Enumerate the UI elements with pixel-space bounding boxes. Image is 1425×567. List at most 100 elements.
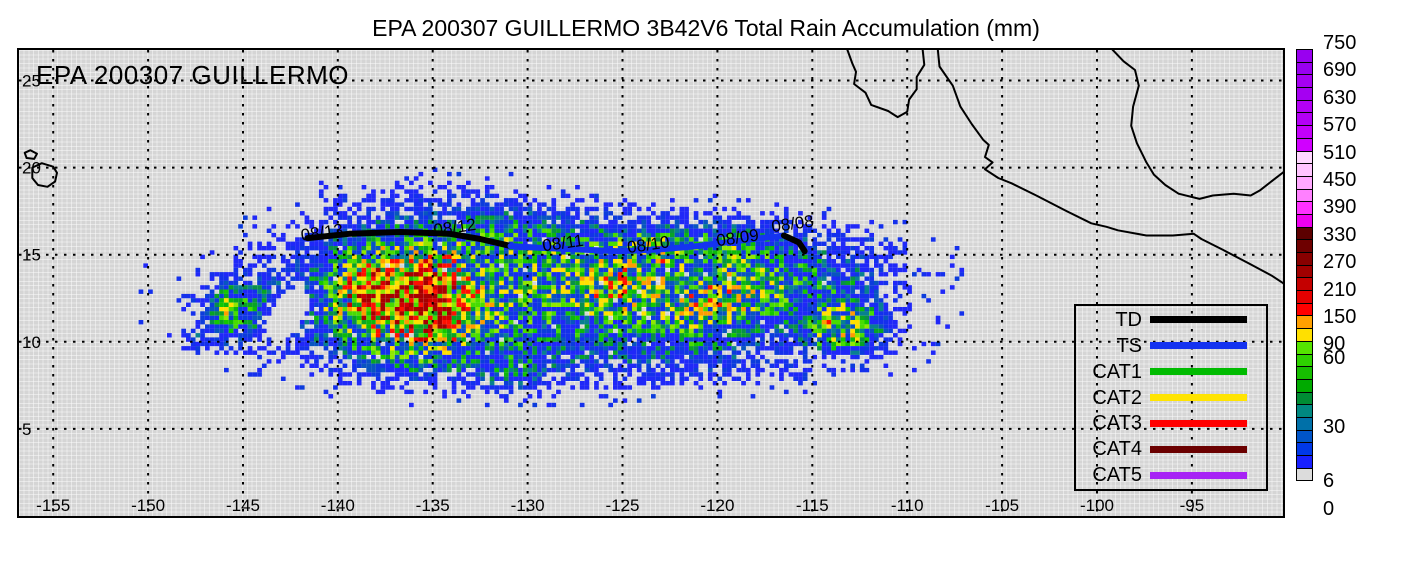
coastline-maui <box>23 149 38 160</box>
legend-label: CAT3 <box>1092 412 1142 435</box>
track-legend: TD TS CAT1 CAT2 CAT3 CAT4 CAT5 <box>1074 304 1268 491</box>
storm-track-td <box>304 229 514 249</box>
storm-track-ts <box>507 232 787 255</box>
grid-lines <box>19 50 1283 516</box>
x-tick-label: -100 <box>1080 496 1114 515</box>
colorbar-cell <box>1296 264 1313 279</box>
y-tick-label: 15 <box>22 246 41 265</box>
legend-line-swatch <box>1150 316 1247 324</box>
x-tick-label: -120 <box>700 496 734 515</box>
legend-label: CAT4 <box>1092 438 1142 461</box>
colorbar-cell <box>1296 74 1313 89</box>
colorbar-tick-label: 690 <box>1323 59 1357 82</box>
colorbar-tick-label: 30 <box>1323 415 1346 438</box>
coastlines <box>23 50 1283 285</box>
plot-area: 08/13 08/12 08/11 08/10 08/09 08/08 -155 -150 -1… <box>17 48 1285 518</box>
colorbar-cell <box>1296 378 1313 393</box>
y-tick-label: 25 <box>22 72 41 91</box>
colorbar-cell <box>1296 61 1313 76</box>
colorbar-cell <box>1296 201 1313 215</box>
y-tick-label: 5 <box>22 420 31 439</box>
colorbar-tick-label: 210 <box>1323 278 1357 301</box>
colorbar-tick-label: 270 <box>1323 251 1357 274</box>
colorbar-cell <box>1296 226 1313 241</box>
coastline-hawaii-big-island <box>31 162 58 188</box>
coastline-gulf-of-mexico-coast <box>1111 50 1283 200</box>
legend-line-swatch <box>1150 342 1247 350</box>
legend-line-swatch <box>1150 445 1247 453</box>
colorbar-cell <box>1296 290 1313 304</box>
legend-label: TD <box>1115 308 1142 331</box>
x-tick-label: -110 <box>891 496 924 515</box>
colorbar-cell <box>1296 213 1313 228</box>
colorbar-cell <box>1296 150 1313 165</box>
colorbar-cell <box>1296 137 1313 152</box>
x-tick-label: -145 <box>226 496 260 515</box>
colorbar-cell <box>1296 391 1313 406</box>
colorbar <box>1296 49 1313 482</box>
colorbar-tick-label: 510 <box>1323 141 1357 164</box>
colorbar-cell <box>1296 302 1313 317</box>
storm-track <box>304 229 808 255</box>
x-tick-label: -95 <box>1180 496 1205 515</box>
x-tick-label: -125 <box>605 496 639 515</box>
colorbar-cell <box>1296 328 1313 342</box>
x-tick-label: -155 <box>36 496 70 515</box>
colorbar-cell <box>1296 404 1313 418</box>
x-tick-label: -105 <box>985 496 1019 515</box>
colorbar-cell <box>1296 252 1313 266</box>
colorbar-cell <box>1296 467 1313 482</box>
colorbar-cell <box>1296 188 1313 203</box>
rain-field <box>138 167 965 408</box>
x-tick-label: -150 <box>131 496 165 515</box>
colorbar-cell <box>1296 429 1313 444</box>
legend-entry-cat1: CAT1 <box>1076 360 1266 384</box>
legend-label: CAT2 <box>1092 386 1142 409</box>
chart-title: EPA 200307 GUILLERMO 3B42V6 Total Rain A… <box>372 15 1040 41</box>
y-tick-label: 10 <box>22 333 41 352</box>
colorbar-cell <box>1296 175 1313 190</box>
storm-name-label: EPA 200307 GUILLERMO <box>36 60 350 90</box>
colorbar-tick-label: 6 <box>1323 470 1335 493</box>
legend-entry-cat4: CAT4 <box>1076 437 1266 461</box>
legend-entry-ts: TS <box>1076 334 1266 358</box>
colorbar-cell <box>1296 315 1313 330</box>
colorbar-tick-label: 450 <box>1323 169 1357 191</box>
legend-label: CAT5 <box>1092 464 1142 487</box>
coastline-baja-california <box>846 50 926 119</box>
storm-track-td <box>780 232 808 255</box>
colorbar-cell <box>1296 112 1313 127</box>
legend-entry-cat5: CAT5 <box>1076 463 1266 487</box>
colorbar-tick-label: 330 <box>1323 223 1357 246</box>
legend-line-swatch <box>1150 394 1247 401</box>
colorbar-cell <box>1296 442 1313 456</box>
legend-line-swatch <box>1150 368 1247 376</box>
axis-tick-labels: -155 -150 -145 -140 -135 -130 -125 -120 -115 -110… <box>22 72 1204 516</box>
colorbar-tick-label: 570 <box>1323 114 1357 137</box>
colorbar-tick-label: 150 <box>1323 306 1357 328</box>
legend-entry-cat2: CAT2 <box>1076 386 1266 410</box>
colorbar-cell <box>1296 340 1313 355</box>
colorbar-cell <box>1296 416 1313 431</box>
legend-line-swatch <box>1150 419 1247 427</box>
legend-line-swatch <box>1150 471 1247 479</box>
colorbar-cell <box>1296 125 1313 139</box>
legend-label: CAT1 <box>1092 360 1142 383</box>
colorbar-cell <box>1296 99 1313 114</box>
colorbar-tick-label: 390 <box>1323 196 1357 219</box>
colorbar-cell <box>1296 277 1313 292</box>
colorbar-tick-label: 60 <box>1323 347 1346 370</box>
colorbar-tick-label: 630 <box>1323 86 1357 109</box>
legend-entry-cat3: CAT3 <box>1076 411 1266 435</box>
x-tick-label: -115 <box>796 496 829 515</box>
colorbar-cell <box>1296 163 1313 177</box>
legend-entry-td: TD <box>1076 308 1266 332</box>
colorbar-cell <box>1296 353 1313 368</box>
coastline-mexico-pacific-coast <box>936 50 1283 285</box>
colorbar-tick-label: 0 <box>1323 497 1335 520</box>
colorbar-cell <box>1296 455 1313 469</box>
x-tick-label: -140 <box>321 496 355 515</box>
colorbar-cell <box>1296 87 1313 101</box>
